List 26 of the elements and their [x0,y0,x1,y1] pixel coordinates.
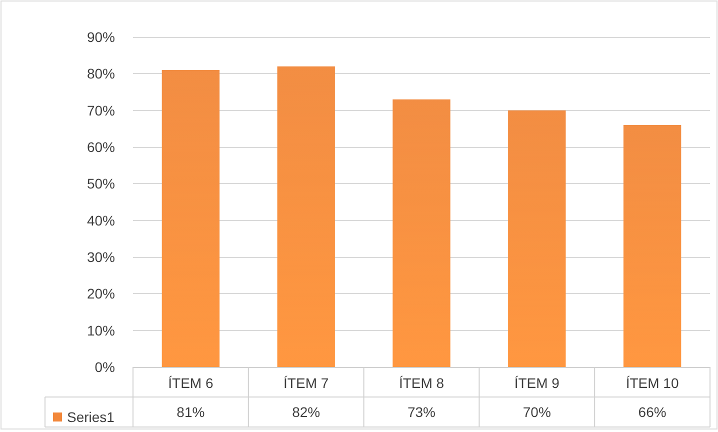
y-tick-label: 50% [86,176,115,192]
text: 82% [292,404,320,420]
bar [277,66,335,367]
bar [162,70,220,367]
y-tick-label: 40% [86,212,115,228]
x-tick-label: ÍTEM 7 [284,375,329,391]
bar [508,110,566,367]
y-tick-label: 70% [86,102,115,118]
text: 73% [407,404,436,420]
y-tick-label: 10% [86,322,115,338]
x-tick-label: ÍTEM 6 [168,375,214,391]
x-tick-label: ÍTEM 8 [398,375,444,391]
y-tick-label: 90% [86,29,115,45]
x-tick-label: ÍTEM 9 [514,375,560,391]
bar [392,99,450,367]
y-tick-label: 60% [86,139,115,155]
y-tick-label: 80% [86,66,115,82]
y-tick-label: 0% [94,359,115,375]
x-tick-label: ÍTEM 10 [626,375,679,391]
text: 81% [176,404,205,420]
y-tick-label: 30% [86,249,115,265]
text: 66% [638,404,666,420]
text: 70% [522,404,551,420]
y-tick-label: 20% [86,286,115,302]
legend-label: Series1 [67,409,115,425]
bar [623,125,682,367]
